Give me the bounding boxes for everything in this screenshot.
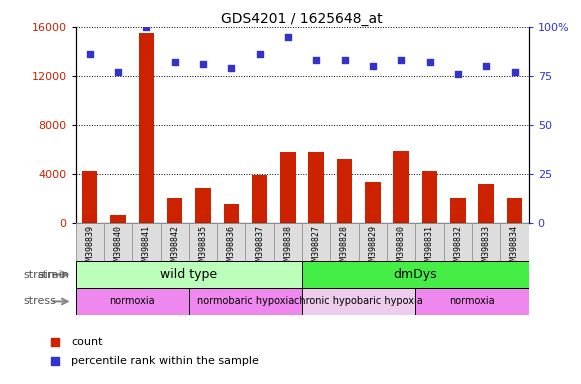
Text: chronic hypobaric hypoxia: chronic hypobaric hypoxia bbox=[295, 296, 423, 306]
Bar bbox=[450, 198, 466, 223]
Text: strain: strain bbox=[23, 270, 55, 280]
Bar bbox=[110, 215, 126, 223]
Bar bbox=[365, 182, 381, 223]
Point bbox=[397, 57, 406, 63]
Bar bbox=[132, 223, 160, 261]
Point bbox=[368, 63, 378, 69]
Text: normoxia: normoxia bbox=[449, 296, 495, 306]
Point bbox=[510, 69, 519, 75]
Text: normobaric hypoxia: normobaric hypoxia bbox=[197, 296, 294, 306]
Bar bbox=[302, 223, 331, 261]
Bar bbox=[189, 288, 302, 315]
Text: GSM398840: GSM398840 bbox=[113, 225, 123, 270]
Text: normoxia: normoxia bbox=[109, 296, 155, 306]
Bar bbox=[195, 189, 211, 223]
Bar bbox=[167, 198, 182, 223]
Point bbox=[482, 63, 491, 69]
Bar bbox=[507, 198, 522, 223]
Bar bbox=[82, 171, 98, 223]
Bar bbox=[76, 288, 189, 315]
Text: dmDys: dmDys bbox=[393, 268, 437, 281]
Text: GSM398831: GSM398831 bbox=[425, 225, 434, 270]
Point bbox=[170, 59, 180, 65]
Point bbox=[311, 57, 321, 63]
Bar bbox=[252, 175, 267, 223]
Point bbox=[425, 59, 434, 65]
Bar bbox=[478, 184, 494, 223]
Text: GSM398832: GSM398832 bbox=[453, 225, 462, 270]
Bar bbox=[189, 223, 217, 261]
Text: wild type: wild type bbox=[160, 268, 217, 281]
Point bbox=[340, 57, 349, 63]
Point bbox=[453, 71, 462, 77]
Bar bbox=[422, 171, 437, 223]
Bar bbox=[387, 223, 415, 261]
Point bbox=[198, 61, 207, 67]
Bar bbox=[415, 288, 529, 315]
Bar bbox=[104, 223, 132, 261]
Bar bbox=[280, 152, 296, 223]
Text: GSM398830: GSM398830 bbox=[397, 225, 406, 270]
Bar bbox=[217, 223, 246, 261]
Text: GSM398837: GSM398837 bbox=[255, 225, 264, 270]
Bar bbox=[224, 204, 239, 223]
Bar bbox=[76, 223, 104, 261]
Bar bbox=[138, 33, 154, 223]
Bar bbox=[472, 223, 500, 261]
Bar bbox=[500, 223, 529, 261]
Text: GSM398829: GSM398829 bbox=[368, 225, 378, 270]
Point bbox=[255, 51, 264, 57]
Point bbox=[319, 102, 328, 108]
Point bbox=[284, 34, 293, 40]
Point bbox=[319, 276, 328, 283]
Text: GSM398842: GSM398842 bbox=[170, 225, 179, 270]
Text: strain: strain bbox=[38, 270, 70, 280]
Point bbox=[142, 24, 151, 30]
Bar bbox=[160, 223, 189, 261]
Bar bbox=[331, 223, 359, 261]
Text: percentile rank within the sample: percentile rank within the sample bbox=[71, 356, 259, 366]
Bar bbox=[444, 223, 472, 261]
Text: GSM398836: GSM398836 bbox=[227, 225, 236, 270]
Bar bbox=[359, 223, 387, 261]
Text: GSM398838: GSM398838 bbox=[284, 225, 292, 270]
Point bbox=[113, 69, 123, 75]
Bar bbox=[309, 152, 324, 223]
Text: GSM398827: GSM398827 bbox=[312, 225, 321, 270]
Text: count: count bbox=[71, 337, 102, 347]
Bar bbox=[274, 223, 302, 261]
Bar bbox=[393, 151, 409, 223]
Bar bbox=[246, 223, 274, 261]
Text: GSM398835: GSM398835 bbox=[199, 225, 207, 270]
Point bbox=[227, 65, 236, 71]
Bar bbox=[415, 223, 444, 261]
Bar bbox=[337, 159, 353, 223]
Bar bbox=[302, 261, 529, 288]
Text: GSM398828: GSM398828 bbox=[340, 225, 349, 270]
Point bbox=[85, 51, 94, 57]
Text: GSM398833: GSM398833 bbox=[482, 225, 491, 270]
Title: GDS4201 / 1625648_at: GDS4201 / 1625648_at bbox=[221, 12, 383, 26]
Text: stress: stress bbox=[23, 296, 56, 306]
Text: GSM398834: GSM398834 bbox=[510, 225, 519, 270]
Text: GSM398841: GSM398841 bbox=[142, 225, 151, 270]
Bar bbox=[302, 288, 415, 315]
Bar bbox=[76, 261, 302, 288]
Text: GSM398839: GSM398839 bbox=[85, 225, 94, 270]
